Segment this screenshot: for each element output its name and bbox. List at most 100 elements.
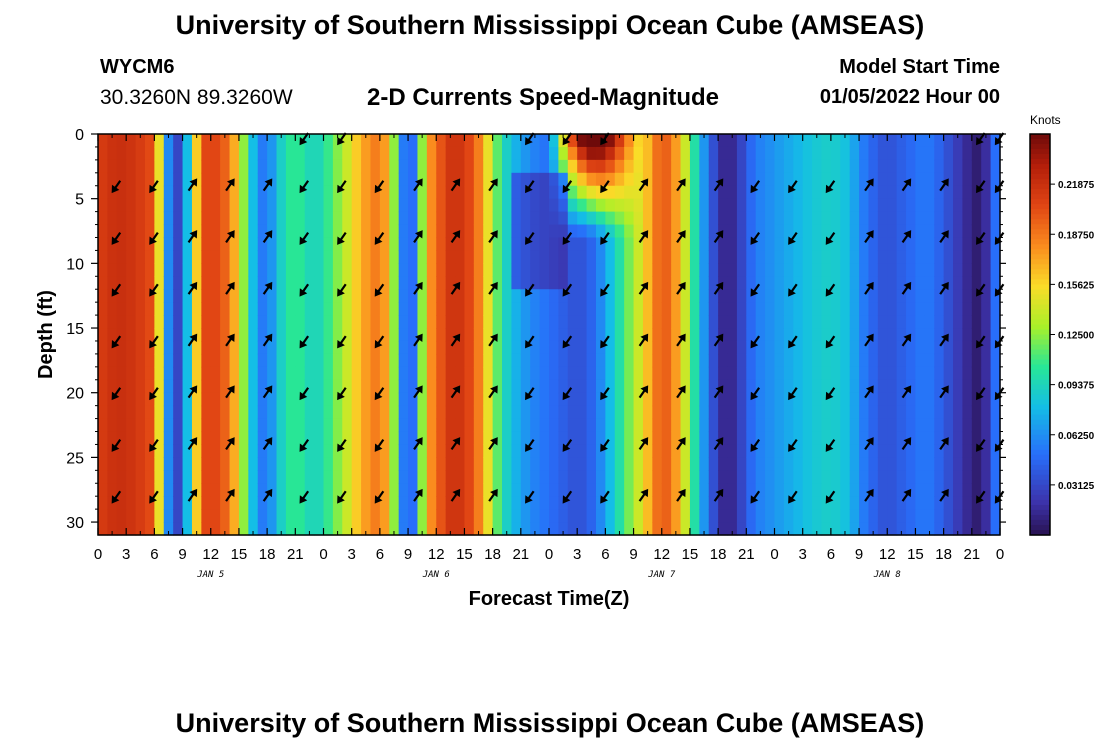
heatmap-cell — [191, 457, 202, 471]
heatmap-cell — [483, 289, 494, 303]
heatmap-cell — [830, 328, 841, 342]
heatmap-cell — [144, 509, 155, 523]
heatmap-cell — [530, 328, 541, 342]
heatmap-cell — [361, 457, 372, 471]
heatmap-cell — [624, 353, 635, 368]
heatmap-cell — [934, 328, 945, 342]
heatmap-cell — [285, 302, 296, 316]
heatmap-cell — [370, 509, 381, 523]
heatmap-cell — [774, 444, 785, 458]
heatmap-cell — [595, 353, 606, 368]
heatmap-cell — [586, 146, 597, 161]
page-title: University of Southern Mississippi Ocean… — [175, 10, 925, 40]
heatmap-cell — [887, 224, 898, 239]
heatmap-cell — [473, 134, 484, 148]
heatmap-cell — [577, 444, 588, 458]
heatmap-cell — [116, 353, 127, 368]
heatmap-cell — [417, 353, 428, 368]
heatmap-cell — [859, 379, 870, 394]
heatmap-cell — [689, 159, 700, 174]
heatmap-cell — [990, 211, 1001, 226]
heatmap-cell — [859, 509, 870, 523]
heatmap-cell — [210, 250, 221, 264]
heatmap-cell — [567, 172, 578, 187]
heatmap-cell — [661, 444, 672, 458]
heatmap-cell — [671, 470, 682, 484]
heatmap-cell — [502, 405, 513, 420]
heatmap-cell — [830, 185, 841, 200]
heatmap-cell — [238, 509, 249, 523]
heatmap-cell — [304, 250, 315, 264]
heatmap-cell — [549, 185, 559, 200]
heatmap-cell — [934, 366, 945, 381]
heatmap-cell — [539, 146, 550, 161]
heatmap-cell — [530, 392, 541, 407]
heatmap-cell — [276, 146, 287, 161]
heatmap-cell — [285, 159, 296, 174]
heatmap-cell — [652, 470, 663, 484]
heatmap-cell — [361, 263, 372, 277]
heatmap-cell — [567, 276, 578, 290]
heatmap-cell — [276, 302, 287, 316]
heatmap-cell — [191, 302, 202, 316]
heatmap-cell — [755, 211, 766, 226]
heatmap-cell — [98, 198, 108, 213]
heatmap-cell — [107, 366, 118, 381]
heatmap-cell — [633, 224, 644, 239]
heatmap-cell — [144, 134, 155, 148]
heatmap-cell — [295, 302, 306, 316]
heatmap-cell — [708, 392, 719, 407]
heatmap-cell — [304, 405, 315, 420]
heatmap-cell — [257, 431, 268, 446]
heatmap-cell — [107, 276, 118, 290]
heatmap-cell — [464, 172, 475, 187]
heatmap-cell — [389, 431, 400, 446]
heatmap-cell — [793, 237, 804, 252]
heatmap-cell — [530, 431, 541, 446]
heatmap-cell — [595, 315, 606, 329]
heatmap-cell — [661, 211, 672, 226]
heatmap-cell — [502, 172, 513, 187]
heatmap-cell — [661, 509, 672, 523]
heatmap-cell — [436, 366, 447, 381]
heatmap-cell — [323, 224, 334, 239]
heatmap-cell — [304, 483, 315, 497]
heatmap-cell — [116, 302, 127, 316]
heatmap-cell — [483, 444, 494, 458]
heatmap-cell — [689, 418, 700, 433]
heatmap-cell — [981, 185, 992, 200]
colorbar-tick-label: 0.18750 — [1058, 230, 1095, 241]
y-tick-label: 10 — [66, 256, 84, 273]
current-arrow — [413, 488, 423, 502]
heatmap-cell — [455, 211, 466, 226]
heatmap-cell — [736, 237, 747, 252]
heatmap-cell — [689, 276, 700, 290]
current-arrow — [825, 335, 836, 349]
heatmap-cell — [868, 444, 879, 458]
heatmap-cell — [812, 185, 823, 200]
heatmap-cell — [802, 198, 813, 213]
heatmap-cell — [877, 392, 888, 407]
current-arrow — [374, 438, 385, 452]
heatmap-cell — [473, 509, 484, 523]
heatmap-cell — [755, 276, 766, 290]
heatmap-cell — [558, 198, 569, 213]
heatmap-cell — [276, 366, 287, 381]
heatmap-cell — [154, 276, 165, 290]
heatmap-cell — [708, 211, 719, 226]
heatmap-cell — [859, 250, 870, 264]
heatmap-cell — [220, 172, 231, 187]
heatmap-cell — [633, 418, 644, 433]
heatmap-cell — [530, 198, 541, 213]
heatmap-cell — [577, 405, 588, 420]
heatmap-cell — [746, 302, 757, 316]
heatmap-cell — [163, 302, 174, 316]
heatmap-cell — [614, 496, 625, 510]
heatmap-cell — [652, 444, 663, 458]
heatmap-cell — [652, 211, 663, 226]
heatmap-cell — [830, 237, 841, 252]
heatmap-cell — [295, 211, 306, 226]
heatmap-cell — [971, 418, 982, 433]
heatmap-cell — [389, 276, 400, 290]
heatmap-cell — [802, 250, 813, 264]
